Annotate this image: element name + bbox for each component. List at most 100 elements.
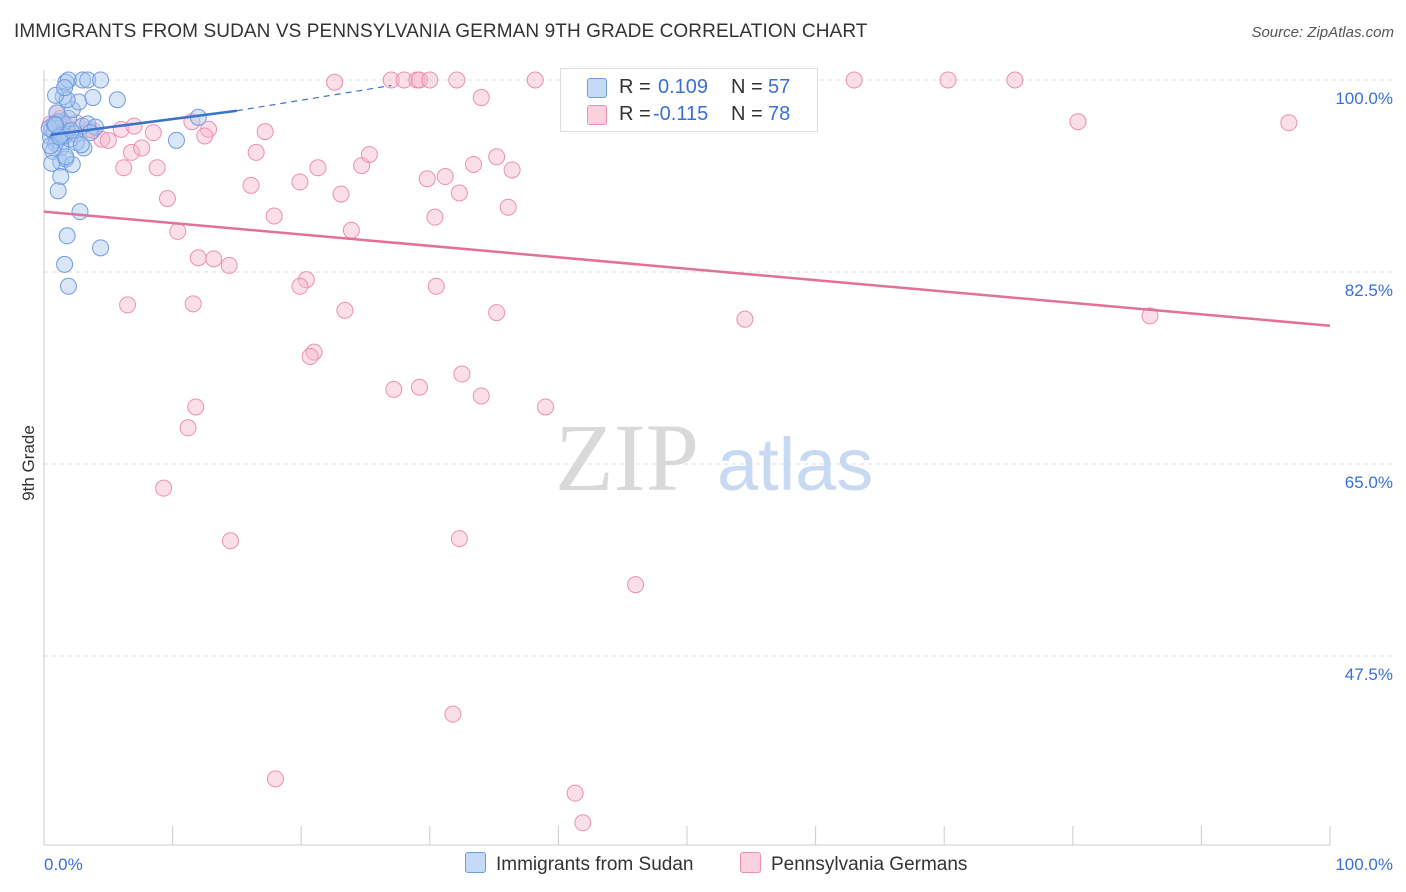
chart-title: IMMIGRANTS FROM SUDAN VS PENNSYLVANIA GE… <box>14 21 868 42</box>
pennsylvania-point <box>472 89 490 107</box>
sudan-point <box>48 104 66 122</box>
pennsylvania-point <box>503 161 521 179</box>
watermark-zip: ZIP <box>555 404 699 511</box>
sudan-point <box>74 71 92 89</box>
bottom-legend-swatch-pennsylvania <box>740 852 761 873</box>
pennsylvania-point <box>453 365 471 383</box>
sudan-point <box>57 148 75 166</box>
pennsylvania-point <box>385 380 403 398</box>
pennsylvania-point <box>444 705 462 723</box>
sudan-point <box>56 255 74 273</box>
pennsylvania-point <box>122 143 140 161</box>
sudan-point <box>49 182 67 200</box>
pennsylvania-point <box>939 71 957 89</box>
pennsylvania-point <box>1006 71 1024 89</box>
sudan-point <box>108 91 126 109</box>
pennsylvania-point <box>448 71 466 89</box>
y-axis-label: 9th Grade <box>19 425 38 501</box>
pennsylvania-point <box>488 304 506 322</box>
pennsylvania-point <box>537 398 555 416</box>
pennsylvania-point <box>450 530 468 548</box>
pennsylvania-point <box>144 124 162 142</box>
pennsylvania-point <box>155 479 173 497</box>
sudan-points <box>40 71 207 295</box>
sudan-point <box>58 227 76 245</box>
pennsylvania-point <box>566 784 584 802</box>
y-tick-label: 100.0% <box>1335 89 1393 108</box>
y-tick-label: 65.0% <box>1345 473 1393 492</box>
pennsylvania-point <box>360 146 378 164</box>
pennsylvania-point <box>265 207 283 225</box>
pennsylvania-point <box>488 148 506 166</box>
pennsylvania-point <box>220 256 238 274</box>
pennsylvania-point <box>196 127 214 145</box>
sudan-point <box>167 131 185 149</box>
pennsylvania-point <box>291 173 309 191</box>
x-tick-label-min: 0.0% <box>44 855 83 874</box>
pennsylvania-point <box>736 310 754 328</box>
pennsylvania-point <box>247 143 265 161</box>
pennsylvania-point <box>382 71 400 89</box>
sudan-point <box>71 203 89 221</box>
pennsylvania-point <box>256 123 274 141</box>
pennsylvania-point <box>187 398 205 416</box>
pennsylvania-point <box>465 155 483 173</box>
sudan-point <box>59 277 77 295</box>
pennsylvania-point <box>179 419 197 437</box>
legend-n-label: N = <box>731 103 763 125</box>
pennsylvania-point <box>342 221 360 239</box>
sudan-point <box>92 239 110 257</box>
sudan-point <box>43 154 61 172</box>
pennsylvania-point <box>411 378 429 396</box>
y-tick-label: 82.5% <box>1345 281 1393 300</box>
pennsylvania-point <box>297 271 315 289</box>
pennsylvania-point <box>158 189 176 207</box>
pennsylvania-point <box>326 73 344 91</box>
sudan-point <box>47 116 65 134</box>
sudan-point <box>92 71 110 89</box>
legend-n-value-sudan: 57 <box>768 76 791 98</box>
pennsylvania-point <box>301 347 319 365</box>
bottom-legend-label-sudan: Immigrants from Sudan <box>496 854 694 875</box>
pennsylvania-point <box>266 770 284 788</box>
pennsylvania-point <box>169 222 187 240</box>
legend-n-label: N = <box>731 76 763 98</box>
pennsylvania-point <box>332 185 350 203</box>
pennsylvania-point <box>1069 113 1087 131</box>
sudan-point <box>52 168 70 186</box>
bottom-legend-swatch-sudan <box>465 852 486 873</box>
bottom-legend-label-pennsylvania: Pennsylvania Germans <box>771 854 968 875</box>
pennsylvania-germans-points <box>41 71 1298 832</box>
pennsylvania-point <box>574 814 592 832</box>
pennsylvania-trend-line <box>43 210 1331 328</box>
sudan-trend-line <box>50 109 238 137</box>
bottom-legend-pennsylvania: Pennsylvania Germans <box>740 852 967 876</box>
sudan-trend-extension <box>236 84 392 112</box>
sudan-point <box>59 71 77 89</box>
axes: 100.0% 82.5% 65.0% 47.5% 0.0% 100.0% <box>43 70 1393 874</box>
sudan-point <box>72 136 90 154</box>
legend-row-sudan: R = 0.109 N = 57 <box>561 74 817 100</box>
pennsylvania-point <box>125 117 143 135</box>
legend-r-label: R = <box>619 103 651 125</box>
pennsylvania-point <box>395 71 413 89</box>
pennsylvania-point <box>148 159 166 177</box>
sudan-point <box>79 71 97 89</box>
source-label: Source: ZipAtlas.com <box>1251 24 1394 41</box>
pennsylvania-point <box>472 387 490 405</box>
legend-swatch-sudan <box>587 78 607 98</box>
pennsylvania-point <box>189 249 207 267</box>
pennsylvania-point <box>499 198 517 216</box>
pennsylvania-point <box>526 71 544 89</box>
pennsylvania-point <box>1141 307 1159 325</box>
pennsylvania-point <box>133 139 151 157</box>
pennsylvania-point <box>627 576 645 594</box>
pennsylvania-point <box>115 159 133 177</box>
pennsylvania-point <box>291 277 309 295</box>
correlation-legend: R = 0.109 N = 57 R = -0.115 N = 78 <box>560 68 818 132</box>
pennsylvania-point <box>450 184 468 202</box>
pennsylvania-point <box>221 532 239 550</box>
pennsylvania-point <box>184 295 202 313</box>
pennsylvania-point <box>119 296 137 314</box>
